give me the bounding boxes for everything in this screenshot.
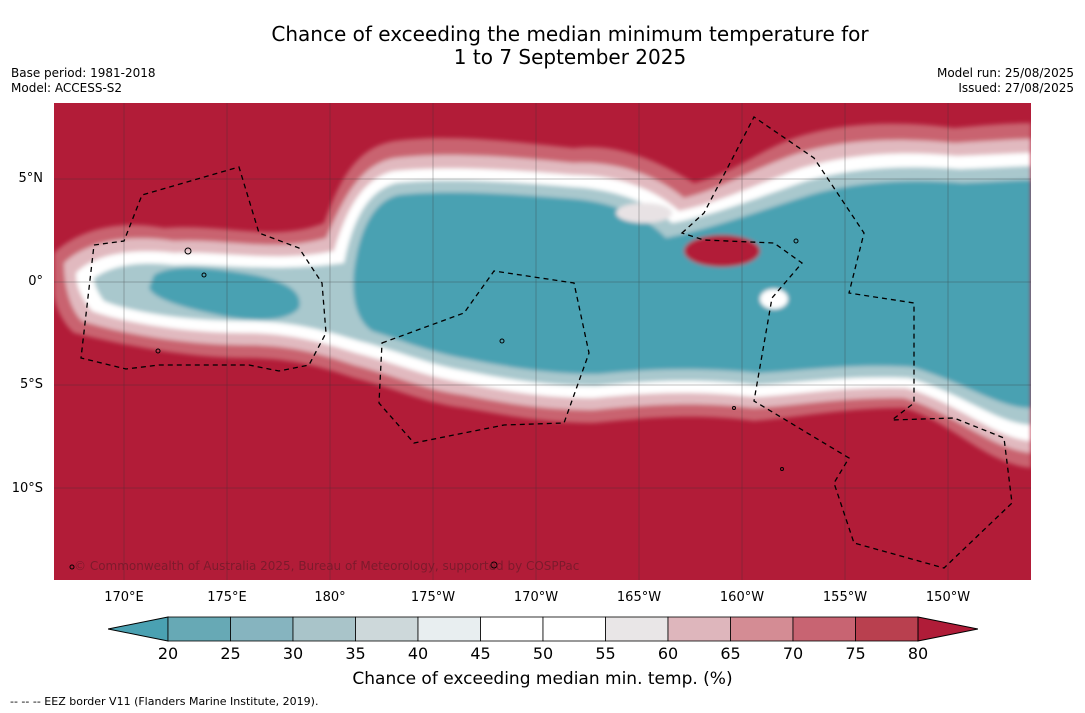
colorbar-cell — [167, 616, 231, 642]
pink-pocket — [616, 203, 672, 223]
colorbar-tick-label: 30 — [282, 644, 304, 663]
colorbar-tick-label: 20 — [157, 644, 179, 663]
colorbar-cell — [355, 616, 419, 642]
lat-label-0: 0° — [28, 274, 43, 289]
colorbar-tick-label: 40 — [407, 644, 429, 663]
lon-label-150w: 150°W — [925, 590, 971, 605]
copyright-notice: © Commonwealth of Australia 2025, Bureau… — [74, 559, 580, 573]
eez-footnote: -- -- -- EEZ border V11 (Flanders Marine… — [10, 695, 319, 708]
lon-label-170e: 170°E — [104, 590, 144, 605]
island-outlines — [69, 238, 799, 570]
colorbar-cell — [230, 616, 294, 642]
colorbar-tick-label: 25 — [220, 644, 241, 663]
model-name: Model: ACCESS-S2 — [11, 81, 123, 95]
lat-label-5n: 5°N — [18, 171, 44, 186]
teal-west — [149, 267, 300, 320]
colorbar — [108, 616, 978, 642]
colorbar-cell — [667, 616, 731, 642]
colorbar-tick-label: 35 — [345, 644, 366, 663]
eez-borders — [80, 116, 1013, 569]
lon-label-180: 180° — [314, 590, 346, 605]
base-period: Base period: 1981-2018 — [11, 66, 156, 80]
colorbar-tick-label: 45 — [470, 644, 491, 663]
colorbar-cell — [292, 616, 356, 642]
white-pocket — [760, 289, 788, 309]
red-pocket — [684, 235, 760, 267]
issued-date: Issued: 27/08/2025 — [958, 81, 1074, 95]
lon-label-175e: 175°E — [207, 590, 247, 605]
teal-core — [353, 180, 1031, 408]
probability-map — [54, 103, 1031, 580]
colorbar-tick-label: 70 — [782, 644, 804, 663]
colorbar-tick-label: 65 — [720, 644, 741, 663]
map-title-line2: 1 to 7 September 2025 — [453, 45, 687, 69]
lat-label-10s: 10°S — [11, 481, 43, 496]
lon-label-175w: 175°W — [410, 590, 456, 605]
lon-label-170w: 170°W — [513, 590, 559, 605]
lon-label-160w: 160°W — [719, 590, 765, 605]
colorbar-cell — [480, 616, 544, 642]
colorbar-under-arrow — [108, 616, 169, 642]
lon-label-165w: 165°W — [616, 590, 662, 605]
colorbar-cell — [417, 616, 481, 642]
graticule — [54, 103, 1031, 580]
map-title-line1: Chance of exceeding the median minimum t… — [271, 22, 869, 46]
colorbar-tick-label: 50 — [532, 644, 554, 663]
colorbar-cell — [605, 616, 669, 642]
colorbar-tick-label: 80 — [907, 644, 929, 663]
colorbar-cell — [730, 616, 794, 642]
colorbar-label: Chance of exceeding median min. temp. (%… — [352, 669, 733, 689]
model-run: Model run: 25/08/2025 — [936, 66, 1074, 80]
colorbar-cell — [792, 616, 856, 642]
lat-label-5s: 5°S — [19, 377, 43, 392]
colorbar-over-arrow — [917, 616, 978, 642]
colorbar-tick-label: 75 — [845, 644, 866, 663]
colorbar-cell — [542, 616, 606, 642]
colorbar-tick-label: 55 — [595, 644, 616, 663]
colorbar-cell — [855, 616, 919, 642]
colorbar-tick-label: 60 — [657, 644, 679, 663]
lon-label-155w: 155°W — [822, 590, 868, 605]
